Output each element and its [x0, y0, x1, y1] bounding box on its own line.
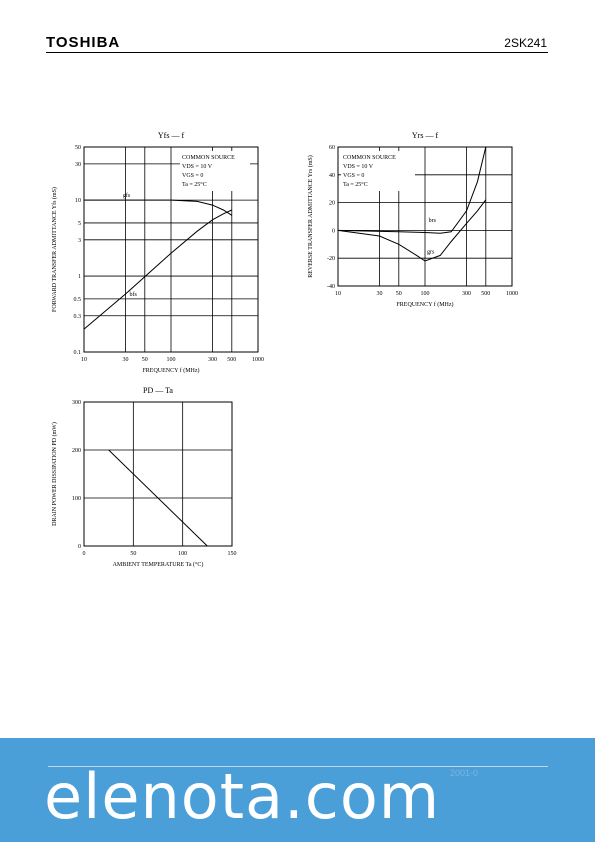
chart2-series-grs-line [337, 199, 487, 262]
chart3-y-tick-label: 200 [72, 448, 81, 454]
chart2-x-axis-label: FREQUENCY f (MHz) [396, 301, 453, 308]
chart1-x-tick-label: 500 [227, 357, 236, 363]
chart2-y-tick-label: 20 [329, 201, 335, 207]
chart3-x-tick-label: 50 [130, 551, 136, 557]
chart3-x-axis-label: AMBIENT TEMPERATURE Ta (°C) [113, 561, 204, 568]
chart3-y-tick-label: 100 [72, 496, 81, 502]
chart1-y-tick-label: 0.3 [74, 314, 82, 320]
chart1-y-tick-label: 5 [78, 221, 81, 227]
chart2-y-tick-label: -40 [327, 284, 335, 290]
chart3-y-axis-label: DRAIN POWER DISSIPATION PD (mW) [51, 422, 58, 526]
chart3-x-tick-label: 150 [228, 551, 237, 557]
chart2-legend-item: Ta = 25°C [343, 181, 368, 188]
footer-date: 2001-0 [450, 768, 479, 778]
chart1-x-tick-label: 100 [167, 357, 176, 363]
chart1-series-label: bfs [130, 291, 138, 298]
chart2-y-tick-label: 60 [329, 145, 335, 151]
chart3-title: PD — Ta [143, 386, 173, 395]
header-rule [46, 52, 548, 53]
chart1-series-gfs-line [84, 199, 233, 216]
chart2-y-axis-label: REVERSE TRANSFER ADMITTANCE Yrs (mS) [307, 155, 314, 278]
watermark-band [0, 738, 595, 842]
brand-logo: TOSHIBA [46, 34, 121, 51]
chart1-series-label: gfs [123, 192, 131, 199]
chart1-y-tick-label: 3 [78, 238, 81, 244]
chart2-x-tick-label: 100 [421, 291, 430, 297]
chart2-title: Yrs — f [412, 131, 439, 140]
chart1-y-tick-label: 0.5 [74, 297, 82, 303]
chart1-x-tick-label: 30 [123, 357, 129, 363]
chart2-y-tick-label: 0 [332, 228, 335, 234]
chart1-x-tick-label: 1000 [252, 357, 264, 363]
chart2-legend-item: VDS = 10 V [343, 164, 374, 170]
chart2-legend-bg [341, 151, 415, 191]
chart1-x-tick-label: 300 [208, 357, 217, 363]
chart2-x-tick-label: 300 [462, 291, 471, 297]
chart1-legend-item: VDS = 10 V [182, 164, 213, 170]
chart3-y-tick-label: 300 [72, 400, 81, 406]
chart2-legend-item: VGS = 0 [343, 173, 364, 179]
chart1-x-tick-label: 10 [81, 357, 87, 363]
part-number: 2SK241 [504, 36, 547, 50]
chart1-x-axis-label: FREQUENCY f (MHz) [142, 367, 199, 374]
chart2-x-tick-label: 30 [377, 291, 383, 297]
chart1-y-tick-label: 30 [75, 162, 81, 168]
chart2-series-label: brs [429, 218, 437, 224]
chart-area: 10 30 50 100 300 500 10000.10.30.5135103050Yfs… [51, 131, 518, 568]
chart3-frame [83, 401, 233, 547]
chart2-x-tick-label: 10 [335, 291, 341, 297]
chart1-title: Yfs — f [158, 131, 185, 140]
chart1-legend-bg [180, 151, 250, 191]
chart1-series-bfs-line [83, 209, 233, 330]
chart1-x-tick-label: 50 [142, 357, 148, 363]
chart1-y-tick-label: 10 [75, 198, 81, 204]
chart2-series-label: grs [427, 249, 435, 255]
chart3-x-tick-label: 0 [83, 551, 86, 557]
chart3-series-line-line [108, 449, 208, 547]
chart2-x-tick-label: 50 [396, 291, 402, 297]
chart3-y-tick-label: 0 [78, 544, 81, 550]
band-rule [48, 766, 548, 767]
watermark-text: elenota.com [44, 760, 441, 833]
chart1-legend-item: COMMON SOURCE [182, 155, 235, 161]
chart3-x-tick-label: 100 [178, 551, 187, 557]
chart1-legend-item: VGS = 0 [182, 173, 203, 179]
chart1-y-axis-label: FORWARD TRANSFER ADMITTANCE Yfs (mS) [51, 187, 58, 312]
chart2-legend-item: COMMON SOURCE [343, 155, 396, 161]
chart2-x-tick-label: 500 [481, 291, 490, 297]
chart2-x-tick-label: 1000 [506, 291, 518, 297]
chart1-y-tick-label: 50 [75, 145, 81, 151]
chart2-y-tick-label: -20 [327, 256, 335, 262]
chart1-y-tick-label: 1 [78, 274, 81, 280]
chart1-legend-item: Ta = 25°C [182, 181, 207, 188]
chart1-y-tick-label: 0.1 [74, 350, 82, 356]
chart2-y-tick-label: 40 [329, 173, 335, 179]
chart2-series-brs-line [337, 146, 487, 234]
